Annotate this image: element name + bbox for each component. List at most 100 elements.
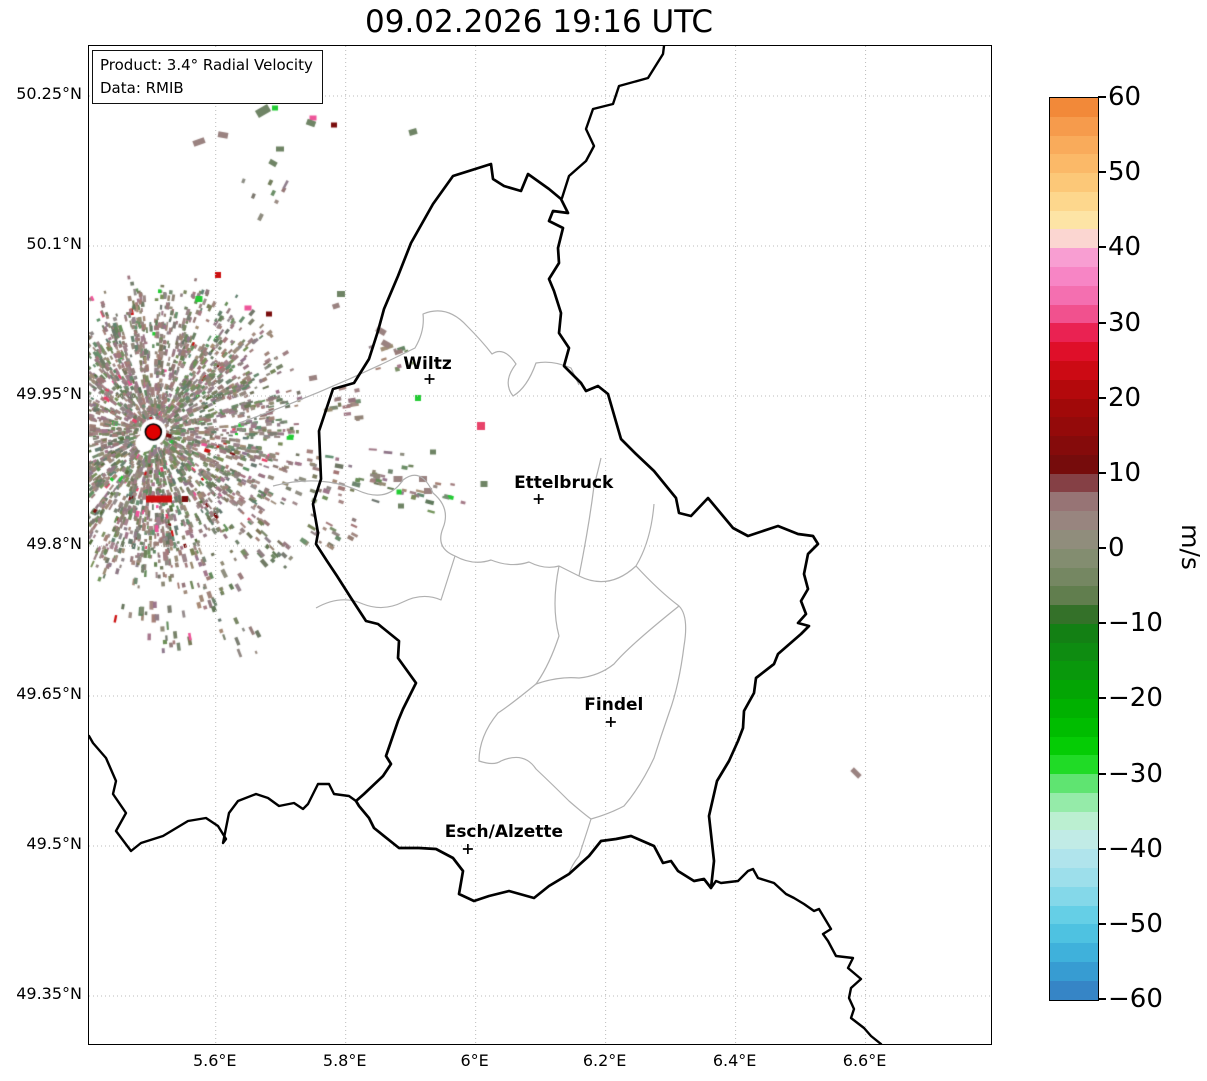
- colorbar-band: [1050, 135, 1098, 155]
- colorbar-tick-label: −20: [1108, 683, 1163, 714]
- map-overlay: Wiltz Ettelbruck Findel Esch/Alzette: [89, 46, 991, 1044]
- city-marker: [462, 844, 473, 854]
- x-tick-label: 6.6°E: [842, 1051, 887, 1070]
- colorbar-band: [1050, 116, 1098, 136]
- y-tick-label: 50.25°N: [16, 84, 82, 103]
- colorbar-band: [1050, 717, 1098, 737]
- colorbar-band: [1050, 811, 1098, 831]
- velocity-colorbar: [1049, 97, 1099, 1001]
- colorbar-band: [1050, 905, 1098, 925]
- data-source-label: Data: RMIB: [100, 78, 184, 97]
- colorbar-band: [1050, 529, 1098, 549]
- colorbar-tick-label: 0: [1108, 533, 1125, 563]
- colorbar-band: [1050, 736, 1098, 756]
- x-tick-label: 6.2°E: [582, 1051, 627, 1070]
- border-belgium-germany: [560, 46, 666, 200]
- colorbar-tick: [1098, 96, 1106, 98]
- colorbar-tick: [1098, 321, 1106, 324]
- colorbar-tick: [1098, 697, 1106, 700]
- colorbar-band: [1050, 173, 1098, 192]
- colorbar-band: [1050, 567, 1098, 587]
- colorbar-tick-label: 50: [1108, 157, 1142, 188]
- colorbar-band: [1050, 379, 1098, 399]
- map-plot-area: Wiltz Ettelbruck Findel Esch/Alzette Produc…: [88, 45, 992, 1045]
- colorbar-band: [1050, 680, 1098, 699]
- city-label: Ettelbruck: [514, 473, 614, 493]
- colorbar-tick-label: −10: [1108, 608, 1163, 639]
- x-tick-label: 6°E: [460, 1051, 489, 1070]
- colorbar-tick-label: 60: [1108, 82, 1142, 112]
- colorbar-band: [1050, 154, 1098, 174]
- colorbar-band: [1050, 886, 1098, 906]
- colorbar-band: [1050, 323, 1098, 343]
- colorbar-band: [1050, 868, 1098, 887]
- x-tick-label: 6.4°E: [712, 1051, 757, 1070]
- colorbar-band: [1050, 267, 1098, 286]
- product-info-box: Product: 3.4° Radial Velocity Data: RMIB: [92, 50, 323, 104]
- colorbar-band: [1050, 454, 1098, 474]
- colorbar-tick: [1098, 998, 1106, 1000]
- colorbar-tick-label: 20: [1108, 382, 1142, 413]
- y-tick-label: 49.95°N: [16, 384, 82, 403]
- colorbar-band: [1050, 511, 1098, 530]
- colorbar-band: [1050, 849, 1098, 869]
- colorbar-tick-label: −40: [1108, 833, 1163, 864]
- colorbar-band: [1050, 473, 1098, 493]
- colorbar-band: [1050, 792, 1098, 812]
- colorbar-band: [1050, 210, 1098, 230]
- colorbar-band: [1050, 961, 1098, 981]
- colorbar-tick-label: 10: [1108, 457, 1142, 488]
- colorbar-band: [1050, 980, 1098, 1000]
- product-label: Product: 3.4° Radial Velocity: [100, 56, 313, 74]
- colorbar-band: [1050, 436, 1098, 455]
- city-marker: [424, 374, 435, 384]
- colorbar-unit-label: m/s: [1176, 524, 1206, 570]
- colorbar-band: [1050, 304, 1098, 324]
- colorbar-tick-label: −50: [1108, 908, 1163, 939]
- colorbar-band: [1050, 774, 1098, 793]
- luxembourg-border: [311, 162, 820, 903]
- colorbar-band: [1050, 755, 1098, 775]
- colorbar-band: [1050, 398, 1098, 418]
- y-tick-label: 49.5°N: [26, 834, 82, 853]
- city-label: Esch/Alzette: [445, 822, 563, 842]
- colorbar-band: [1050, 943, 1098, 962]
- colorbar-tick-label: −60: [1108, 984, 1163, 1014]
- colorbar-tick-label: 30: [1108, 307, 1142, 338]
- city-markers: Wiltz Ettelbruck Findel Esch/Alzette: [403, 354, 643, 854]
- colorbar-tick: [1098, 547, 1106, 549]
- colorbar-band: [1050, 699, 1098, 718]
- colorbar-band: [1050, 661, 1098, 681]
- colorbar-tick: [1098, 171, 1106, 174]
- figure-title: 09.02.2026 19:16 UTC: [365, 4, 713, 40]
- y-tick-label: 49.35°N: [16, 984, 82, 1003]
- colorbar-band: [1050, 623, 1098, 643]
- colorbar-band: [1050, 548, 1098, 568]
- colorbar-band: [1050, 830, 1098, 850]
- colorbar-tick: [1098, 922, 1106, 925]
- colorbar-tick: [1098, 847, 1106, 850]
- colorbar-band: [1050, 285, 1098, 305]
- colorbar-tick: [1098, 471, 1106, 474]
- y-tick-label: 49.65°N: [16, 684, 82, 703]
- colorbar-tick: [1098, 772, 1106, 775]
- border-france-belgium: [89, 734, 358, 853]
- colorbar-band: [1050, 417, 1098, 437]
- radar-velocity-field: [89, 46, 991, 1044]
- colorbar-band: [1050, 924, 1098, 944]
- colorbar-tick: [1098, 396, 1106, 399]
- colorbar-band: [1050, 248, 1098, 268]
- x-tick-label: 5.6°E: [192, 1051, 237, 1070]
- colorbar-tick: [1098, 246, 1106, 249]
- city-marker: [605, 717, 616, 727]
- colorbar-tick-label: −30: [1108, 758, 1163, 789]
- canton-borders: [238, 310, 687, 875]
- city-marker: [533, 494, 544, 504]
- colorbar-band: [1050, 191, 1098, 211]
- colorbar-band: [1050, 586, 1098, 606]
- border-moselle-germany-france: [709, 867, 883, 1044]
- colorbar-tick-label: 40: [1108, 232, 1142, 263]
- x-tick-label: 5.8°E: [322, 1051, 367, 1070]
- y-tick-label: 50.1°N: [26, 234, 82, 253]
